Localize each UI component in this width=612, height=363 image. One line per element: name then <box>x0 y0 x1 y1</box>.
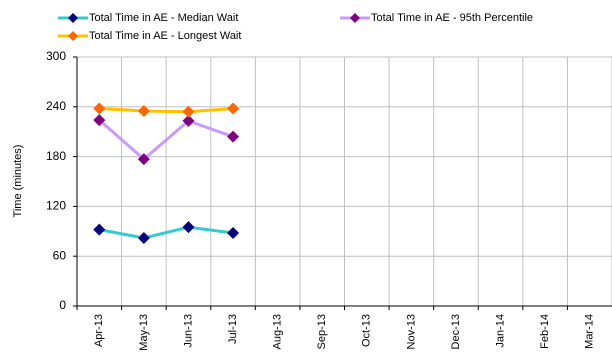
legend-marker <box>68 13 78 23</box>
legend-marker <box>68 31 78 41</box>
point <box>182 105 195 118</box>
series-line <box>99 106 234 114</box>
legend-label: Total Time in AE - Longest Wait <box>89 30 241 42</box>
x-tick-label: Apr-13 <box>93 314 105 347</box>
series-line <box>99 225 234 240</box>
x-tick-label: Feb-14 <box>539 314 551 349</box>
y-tick-label: 120 <box>46 199 66 213</box>
x-tick-label: Sep-13 <box>316 314 328 349</box>
point <box>182 221 195 234</box>
x-tick-label: Mar-14 <box>584 314 596 349</box>
y-axis-label: Time (minutes) <box>12 145 24 218</box>
point <box>227 102 240 115</box>
x-tick-label: May-13 <box>138 314 150 351</box>
point <box>93 223 106 236</box>
x-tick-label: Jul-13 <box>227 314 239 344</box>
point <box>93 102 106 115</box>
legend-label: Total Time in AE - Median Wait <box>89 12 238 24</box>
y-tick-label: 240 <box>46 99 66 113</box>
x-tick-label: Oct-13 <box>361 314 373 347</box>
y-tick-label: 0 <box>59 298 66 312</box>
x-tick-label: Jun-13 <box>182 314 194 348</box>
x-tick-label: Aug-13 <box>272 314 284 349</box>
point <box>227 226 240 239</box>
y-tick-label: 300 <box>46 49 66 63</box>
point <box>182 114 195 127</box>
point <box>227 130 240 143</box>
series-line <box>98 118 234 162</box>
point <box>137 104 150 117</box>
x-tick-label: Nov-13 <box>405 314 417 349</box>
legend-marker <box>350 13 360 23</box>
x-tick-label: Dec-13 <box>450 314 462 349</box>
point <box>93 114 106 127</box>
x-tick-label: Jan-14 <box>494 314 506 348</box>
point <box>137 153 150 166</box>
legend-label: Total Time in AE - 95th Percentile <box>371 12 533 24</box>
point <box>137 231 150 244</box>
y-tick-label: 60 <box>53 248 67 262</box>
y-tick-label: 180 <box>46 149 66 163</box>
